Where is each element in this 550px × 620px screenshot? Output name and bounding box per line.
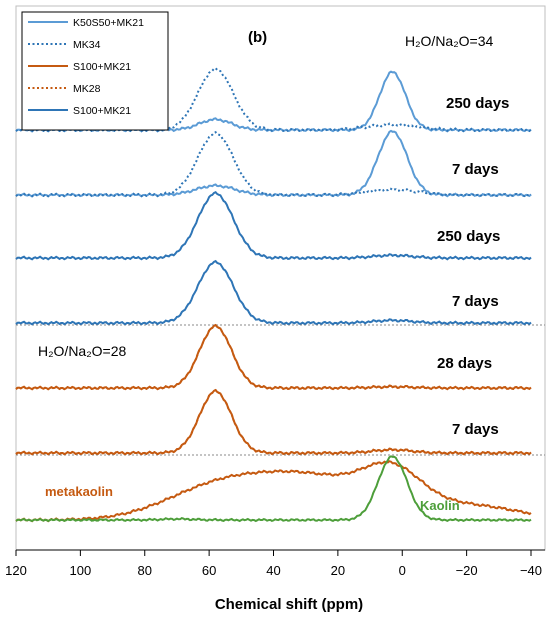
spectrum-mk34-3 bbox=[15, 131, 532, 198]
trace-label: 7 days bbox=[452, 161, 499, 178]
trace-label: metakaolin bbox=[45, 484, 113, 499]
x-axis-ticks: 120 100 80 60 40 20 0 −20 −40 bbox=[5, 550, 542, 578]
legend-label: MK28 bbox=[73, 83, 101, 95]
annotation-h2o-na2o-28: H₂O/Na₂O=28 bbox=[38, 343, 127, 359]
x-tick-label: 80 bbox=[138, 563, 152, 578]
trace-label: 7 days bbox=[452, 421, 499, 438]
spectrum-s100-mk21-5 bbox=[15, 259, 532, 326]
legend-label: S100+MK21 bbox=[73, 105, 131, 117]
x-tick-label: 0 bbox=[399, 563, 406, 578]
spectra-traces bbox=[15, 66, 532, 523]
x-tick-label: 120 bbox=[5, 563, 27, 578]
trace-label: 7 days bbox=[452, 293, 499, 310]
x-tick-label: −20 bbox=[456, 563, 478, 578]
trace-labels: 250 days 7 days 250 days 7 days 28 days 7 day… bbox=[45, 95, 509, 513]
x-tick-label: 100 bbox=[70, 563, 92, 578]
trace-label: Kaolin bbox=[420, 498, 460, 513]
x-tick-label: 40 bbox=[266, 563, 280, 578]
dataset-separators bbox=[16, 324, 545, 456]
x-tick-label: 60 bbox=[202, 563, 216, 578]
spectrum-metakaolin-10 bbox=[15, 460, 532, 523]
trace-label: 28 days bbox=[437, 355, 492, 372]
trace-label: 250 days bbox=[446, 95, 509, 112]
legend-label: K50S50+MK21 bbox=[73, 17, 144, 29]
x-axis-title: Chemical shift (ppm) bbox=[215, 596, 363, 613]
spectrum-mk28-9 bbox=[15, 388, 532, 456]
panel-label: (b) bbox=[248, 29, 267, 46]
spectrum-s100-mk21-4 bbox=[15, 190, 532, 261]
legend-label: MK34 bbox=[73, 39, 101, 51]
spectrum-kaolin-11 bbox=[15, 455, 532, 523]
annotation-h2o-na2o-34: H₂O/Na₂O=34 bbox=[405, 33, 494, 49]
x-tick-label: 20 bbox=[331, 563, 345, 578]
chart-legend: K50S50+MK21 MK34 S100+MK21 MK28 S100+MK21 bbox=[21, 11, 169, 131]
trace-label: 250 days bbox=[437, 228, 500, 245]
x-tick-label: −40 bbox=[520, 563, 542, 578]
spectrum-mk28-7 bbox=[15, 323, 532, 391]
legend-label: S100+MK21 bbox=[73, 61, 131, 73]
